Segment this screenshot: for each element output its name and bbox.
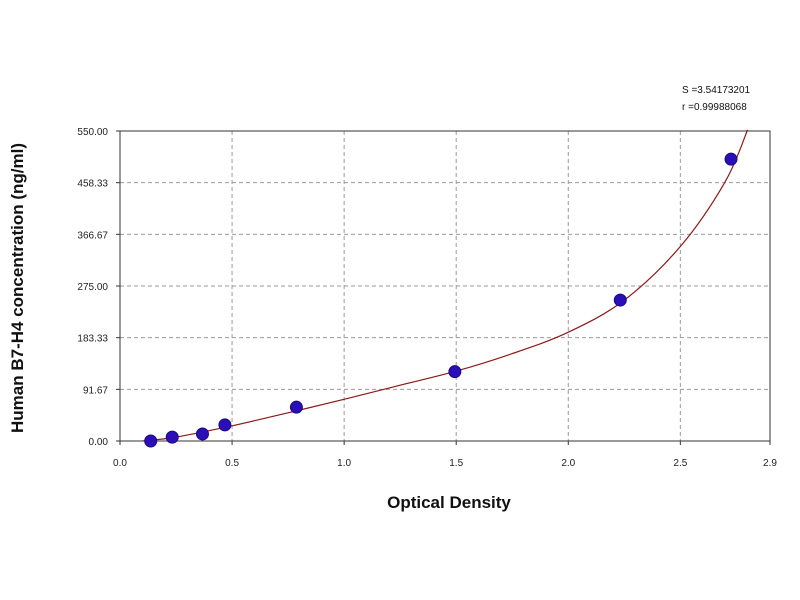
data-point bbox=[218, 418, 232, 432]
data-point bbox=[144, 434, 158, 448]
data-point bbox=[195, 427, 209, 441]
x-tick-label: 0.0 bbox=[113, 458, 127, 469]
fit-curve-line bbox=[142, 129, 749, 442]
grid-lines bbox=[120, 131, 770, 441]
x-tick-label: 1.5 bbox=[449, 458, 463, 469]
fit-curve bbox=[142, 129, 749, 442]
x-tick-label: 2.5 bbox=[673, 458, 687, 469]
y-tick-label: 550.00 bbox=[77, 127, 108, 138]
x-axis-title: Optical Density bbox=[387, 493, 511, 512]
y-tick-label: 0.00 bbox=[89, 437, 109, 448]
x-tick-label: 2.0 bbox=[561, 458, 575, 469]
data-point bbox=[724, 152, 738, 166]
data-point bbox=[448, 365, 462, 379]
x-tick-labels: 0.0 0.5 1.0 1.5 2.0 2.5 2.9 bbox=[113, 458, 777, 469]
y-tick-label: 458.33 bbox=[77, 179, 108, 190]
y-tick-labels: 0.00 91.67 183.33 275.00 366.67 458.33 550.00 bbox=[77, 127, 108, 448]
y-axis-title: Human B7-H4 concentration (ng/ml) bbox=[8, 143, 27, 433]
data-points bbox=[144, 152, 738, 448]
x-tick-label: 0.5 bbox=[225, 458, 239, 469]
y-tick-label: 183.33 bbox=[77, 334, 108, 345]
y-tick-label: 91.67 bbox=[83, 385, 108, 396]
data-point bbox=[289, 400, 303, 414]
y-tick-label: 275.00 bbox=[77, 282, 108, 293]
x-tick-label: 1.0 bbox=[337, 458, 351, 469]
stat-r-value: r =0.99988068 bbox=[682, 102, 747, 113]
plot-frame bbox=[116, 130, 771, 445]
x-tick-label: 2.9 bbox=[763, 458, 777, 469]
data-point bbox=[613, 293, 627, 307]
data-point bbox=[165, 430, 179, 444]
y-tick-label: 366.67 bbox=[77, 230, 108, 241]
stat-s-value: S =3.54173201 bbox=[682, 85, 751, 96]
